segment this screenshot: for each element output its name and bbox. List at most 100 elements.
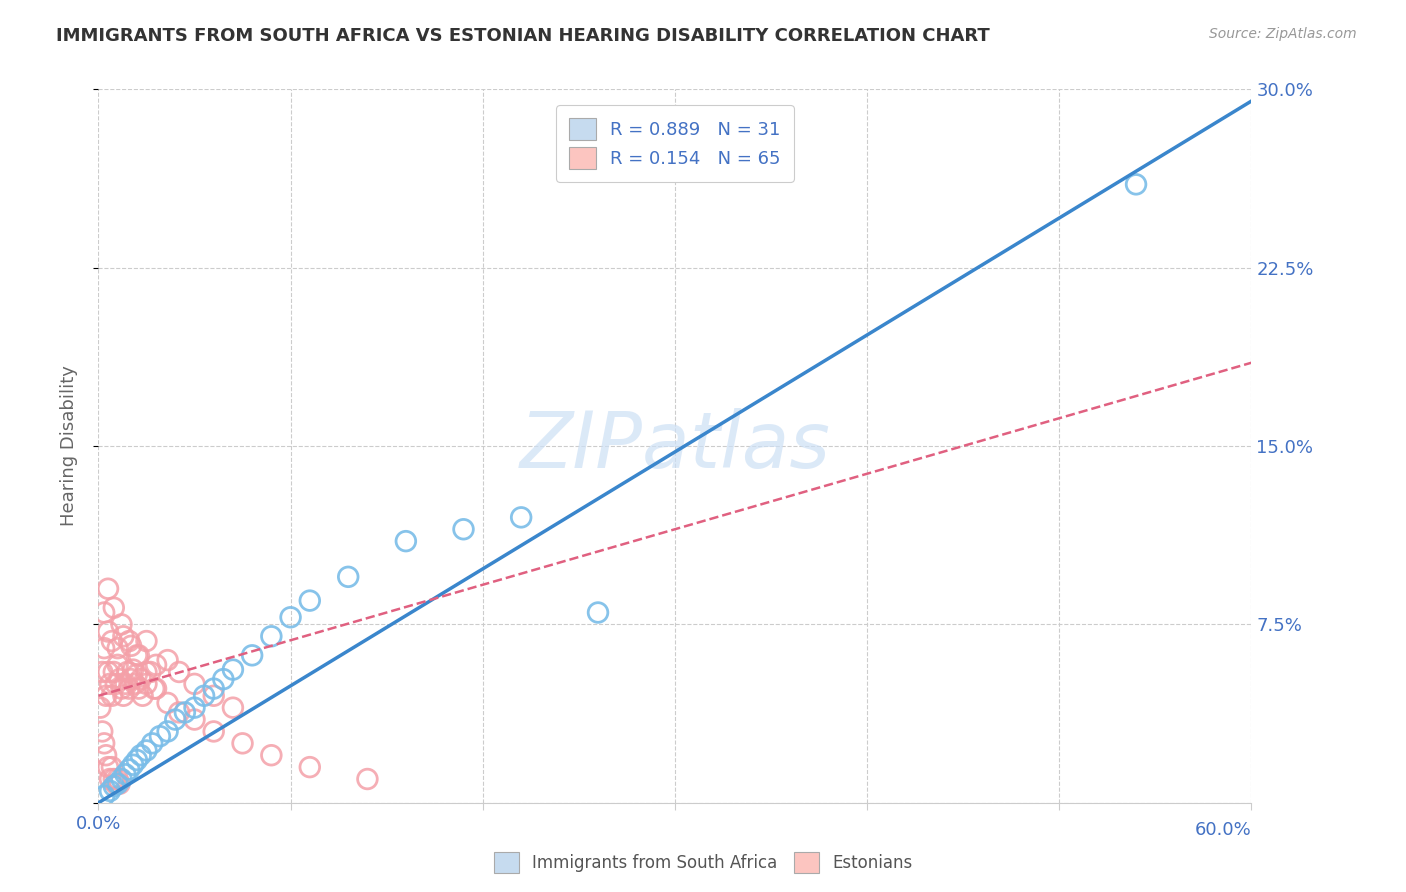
Point [125, 667, 148, 681]
Point [103, 772, 125, 786]
Point [120, 639, 142, 653]
Point [131, 689, 153, 703]
Point [91, 724, 114, 739]
Point [91, 665, 114, 679]
Point [129, 748, 152, 763]
Point [231, 736, 254, 750]
Point [453, 522, 475, 536]
Point [298, 593, 321, 607]
Point [183, 713, 205, 727]
Point [222, 663, 245, 677]
Point [141, 736, 163, 750]
Point [125, 753, 148, 767]
Point [149, 729, 172, 743]
Point [586, 606, 609, 620]
Point [143, 681, 166, 696]
Point [167, 706, 190, 720]
Point [202, 724, 225, 739]
Point [93, 789, 115, 803]
Point [93, 736, 115, 750]
Text: ZIPatlas: ZIPatlas [519, 408, 831, 484]
Point [135, 677, 157, 691]
Point [107, 777, 129, 791]
Point [510, 510, 533, 524]
Point [135, 743, 157, 757]
Point [103, 665, 125, 679]
Point [222, 700, 245, 714]
Point [183, 700, 205, 714]
Point [156, 696, 179, 710]
Legend: R = 0.889   N = 31, R = 0.154   N = 65: R = 0.889 N = 31, R = 0.154 N = 65 [557, 105, 793, 182]
Point [89, 700, 111, 714]
Point [114, 677, 136, 691]
Point [260, 629, 283, 643]
Point [145, 681, 167, 696]
Text: IMMIGRANTS FROM SOUTH AFRICA VS ESTONIAN HEARING DISABILITY CORRELATION CHART: IMMIGRANTS FROM SOUTH AFRICA VS ESTONIAN… [56, 27, 990, 45]
Point [298, 760, 321, 774]
Point [108, 777, 131, 791]
Point [129, 672, 152, 686]
Point [128, 681, 150, 696]
Point [108, 672, 131, 686]
Y-axis label: Hearing Disability: Hearing Disability [59, 366, 77, 526]
Point [395, 534, 418, 549]
Point [114, 767, 136, 781]
Point [104, 777, 127, 791]
Point [156, 653, 179, 667]
Point [212, 672, 235, 686]
Point [135, 634, 157, 648]
Point [202, 681, 225, 696]
Text: 60.0%: 60.0% [1195, 821, 1251, 838]
Point [240, 648, 263, 663]
Point [183, 677, 205, 691]
Point [118, 681, 141, 696]
Point [135, 665, 157, 679]
Point [97, 665, 120, 679]
Point [122, 757, 145, 772]
Point [94, 689, 117, 703]
Point [107, 641, 129, 656]
Point [110, 617, 132, 632]
Point [145, 657, 167, 672]
Point [125, 648, 148, 663]
Point [98, 677, 121, 691]
Point [337, 570, 360, 584]
Point [94, 748, 117, 763]
Point [117, 665, 139, 679]
Point [97, 624, 120, 639]
Point [93, 641, 115, 656]
Point [167, 665, 190, 679]
Point [122, 663, 145, 677]
Point [107, 657, 129, 672]
Point [101, 689, 124, 703]
Point [101, 634, 124, 648]
Text: Source: ZipAtlas.com: Source: ZipAtlas.com [1209, 27, 1357, 41]
Point [112, 629, 135, 643]
Point [156, 724, 179, 739]
Point [103, 779, 125, 793]
Point [202, 689, 225, 703]
Point [103, 600, 125, 615]
Point [118, 634, 141, 648]
Point [139, 665, 162, 679]
Point [110, 772, 132, 786]
Point [98, 772, 121, 786]
Point [97, 760, 120, 774]
Point [101, 760, 124, 774]
Point [174, 706, 197, 720]
Legend: Immigrants from South Africa, Estonians: Immigrants from South Africa, Estonians [486, 846, 920, 880]
Point [112, 689, 135, 703]
Point [124, 677, 146, 691]
Point [280, 610, 302, 624]
Point [118, 763, 141, 777]
Point [165, 713, 187, 727]
Point [120, 672, 142, 686]
Point [104, 677, 127, 691]
Point [356, 772, 378, 786]
Point [98, 784, 121, 798]
Point [93, 606, 115, 620]
Point [107, 772, 129, 786]
Point [260, 748, 283, 763]
Point [128, 648, 150, 663]
Point [1125, 178, 1147, 192]
